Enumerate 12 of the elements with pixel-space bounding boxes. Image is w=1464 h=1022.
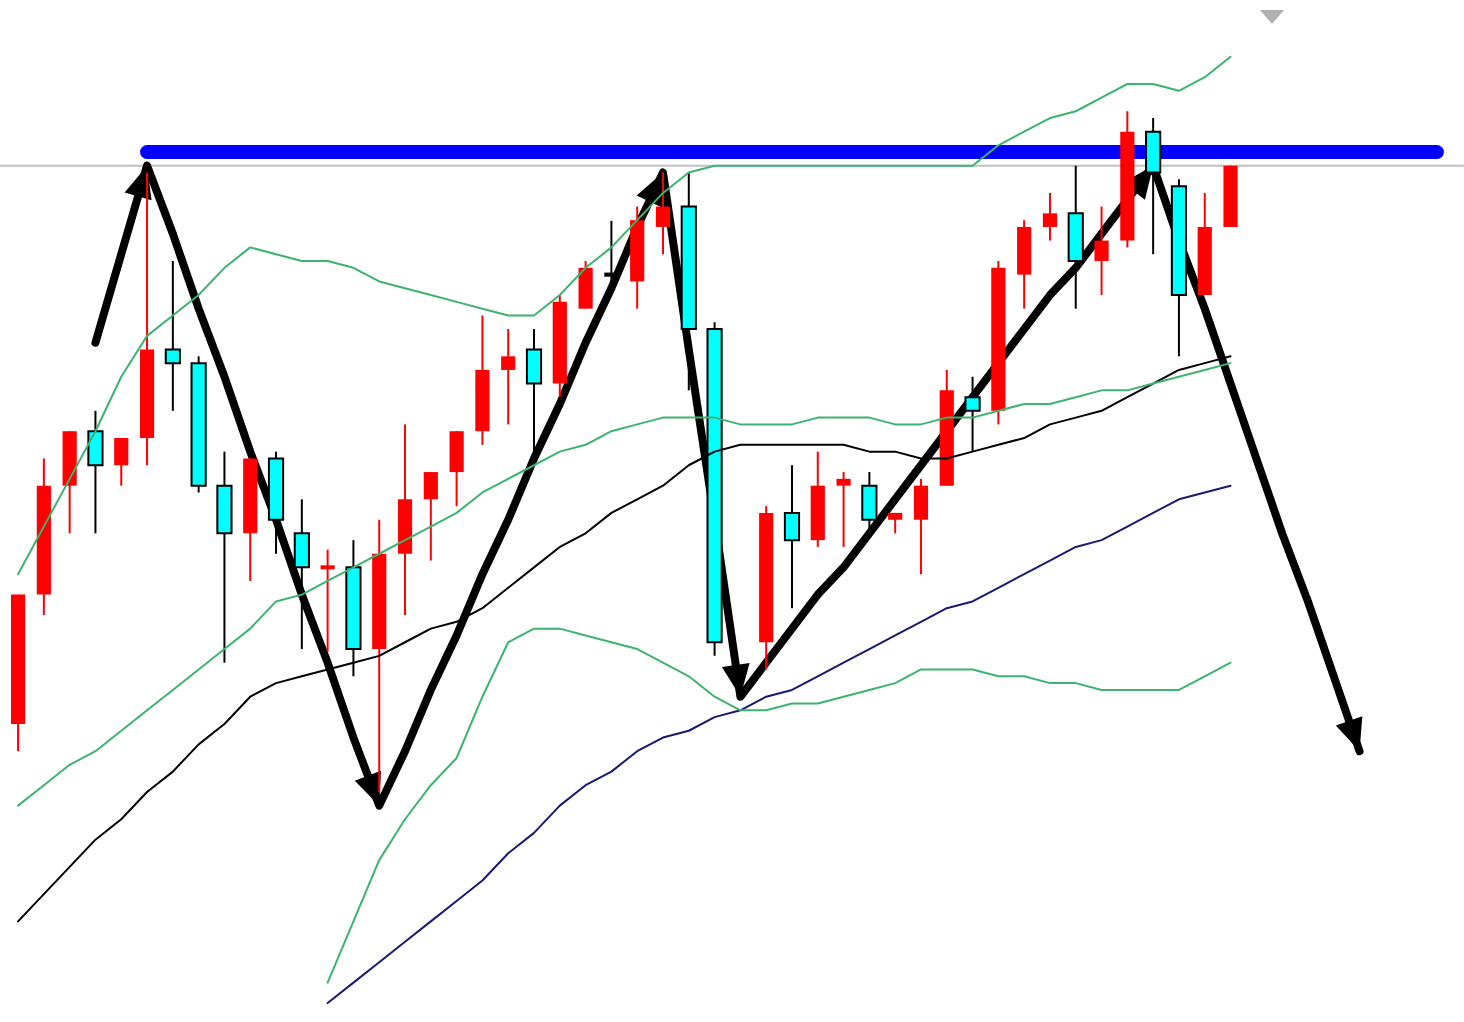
candlestick: [320, 548, 335, 653]
candlestick: [1094, 205, 1109, 297]
candlestick: [449, 430, 464, 508]
candlestick: [423, 471, 438, 562]
candlestick: [1017, 219, 1032, 310]
candlestick: [913, 477, 929, 576]
candlestick: [1042, 191, 1058, 242]
candlestick: [836, 471, 851, 548]
candlestick: [655, 171, 671, 256]
candlestick: [578, 260, 593, 310]
candlestick: [501, 328, 516, 426]
candlestick: [114, 437, 129, 487]
